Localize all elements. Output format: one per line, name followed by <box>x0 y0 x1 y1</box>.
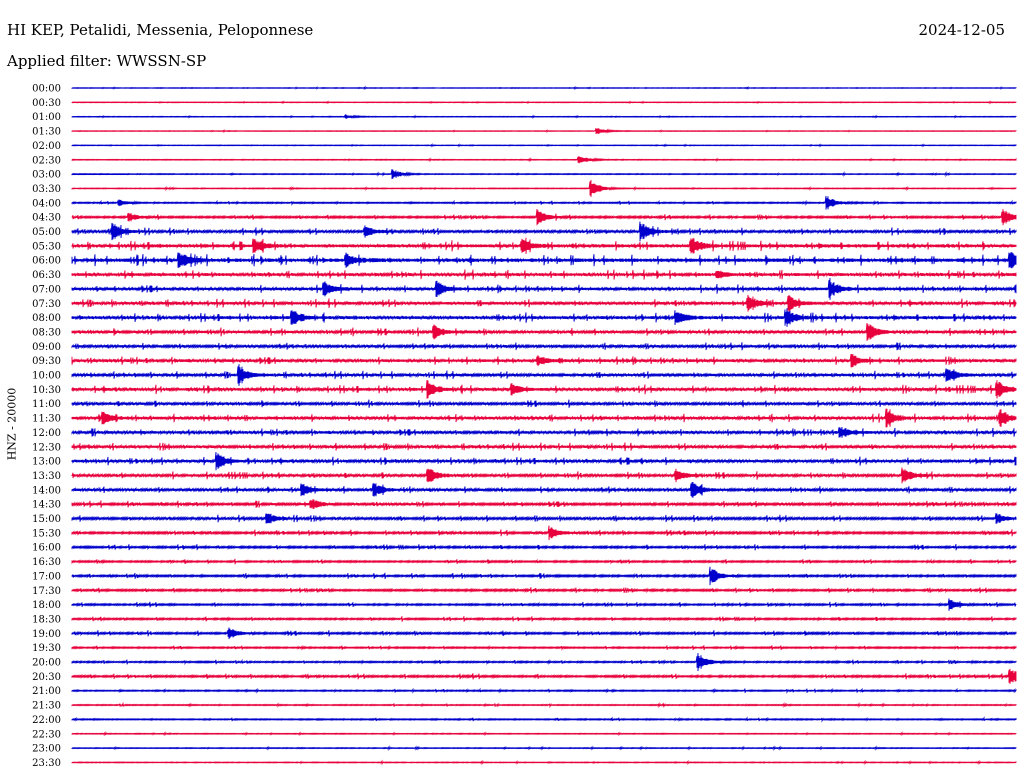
row-time-label: 13:00 <box>32 457 61 468</box>
row-time-label: 12:00 <box>32 428 61 439</box>
row-time-label: 22:00 <box>32 715 61 726</box>
trace-row <box>71 277 1017 300</box>
row-time-label: 04:00 <box>32 198 61 209</box>
row-time-label: 21:00 <box>32 686 61 697</box>
trace-row <box>71 252 1017 269</box>
trace-row <box>71 442 1017 452</box>
filter-label: Applied filter: WWSSN-SP <box>7 52 207 70</box>
row-time-label: 15:00 <box>32 514 61 525</box>
row-time-label: 04:30 <box>32 213 61 224</box>
date-label: 2024-12-05 <box>918 21 1005 39</box>
trace-row <box>71 668 1017 684</box>
trace-row <box>71 499 1017 510</box>
row-time-label: 03:30 <box>32 184 61 195</box>
row-time-label: 02:30 <box>32 155 61 166</box>
trace-row <box>71 294 1017 312</box>
row-time-label: 20:30 <box>32 672 61 683</box>
trace-row <box>71 308 1017 327</box>
row-time-label: 01:00 <box>32 112 61 123</box>
row-time-label: 09:30 <box>32 356 61 367</box>
row-time-label: 00:30 <box>32 98 61 109</box>
row-time-label: 17:00 <box>32 571 61 582</box>
row-time-label: 07:00 <box>32 284 61 295</box>
row-time-label: 03:00 <box>32 170 61 181</box>
row-time-label: 18:00 <box>32 600 61 611</box>
row-time-label: 10:00 <box>32 371 61 382</box>
trace-row <box>71 209 1017 226</box>
trace-row <box>71 566 1017 586</box>
row-time-label: 06:00 <box>32 256 61 267</box>
trace-row <box>71 399 1017 408</box>
station-title: HI KEP, Petalidi, Messenia, Peloponnese <box>7 21 314 39</box>
row-time-label: 16:30 <box>32 557 61 568</box>
row-time-label: 23:00 <box>32 744 61 755</box>
row-time-label: 19:30 <box>32 643 61 654</box>
row-time-label: 20:00 <box>32 658 61 669</box>
trace-row <box>71 269 1017 280</box>
trace-row <box>71 379 1017 399</box>
row-time-label: 15:30 <box>32 528 61 539</box>
row-time-label: 21:30 <box>32 701 61 712</box>
row-time-label: 23:30 <box>32 758 61 769</box>
row-time-label: 09:00 <box>32 342 61 353</box>
row-time-label: 14:30 <box>32 500 61 511</box>
row-time-label: 08:30 <box>32 327 61 338</box>
row-time-label: 16:00 <box>32 543 61 554</box>
row-time-label: 19:00 <box>32 629 61 640</box>
trace-row <box>71 364 1017 386</box>
row-time-label: 07:30 <box>32 299 61 310</box>
row-time-label: 22:30 <box>32 729 61 740</box>
trace-row <box>71 342 1017 351</box>
row-time-label: 02:00 <box>32 141 61 152</box>
trace-row <box>71 525 1017 541</box>
trace-row <box>71 587 1017 594</box>
row-time-label: 11:30 <box>32 414 61 425</box>
trace-row <box>71 408 1017 428</box>
trace-row <box>71 627 1017 640</box>
row-time-label: 05:30 <box>32 241 61 252</box>
row-time-label: 13:30 <box>32 471 61 482</box>
trace-row <box>71 451 1017 471</box>
row-time-label: 11:00 <box>32 399 61 410</box>
row-time-label: 14:00 <box>32 485 61 496</box>
row-time-label: 18:30 <box>32 614 61 625</box>
trace-row <box>71 513 1017 524</box>
row-time-label: 00:00 <box>32 84 61 95</box>
trace-row <box>71 353 1017 368</box>
trace-row <box>71 322 1017 341</box>
row-time-label: 10:30 <box>32 385 61 396</box>
trace-row <box>71 616 1017 623</box>
row-time-label: 08:00 <box>32 313 61 324</box>
row-time-label: 17:30 <box>32 586 61 597</box>
row-time-label: 05:00 <box>32 227 61 238</box>
row-time-label: 01:30 <box>32 127 61 138</box>
trace-row <box>71 221 1017 242</box>
row-time-label: 12:30 <box>32 442 61 453</box>
trace-row <box>71 467 1017 484</box>
trace-row <box>71 237 1017 254</box>
row-time-label: 06:30 <box>32 270 61 281</box>
trace-row <box>71 426 1017 438</box>
